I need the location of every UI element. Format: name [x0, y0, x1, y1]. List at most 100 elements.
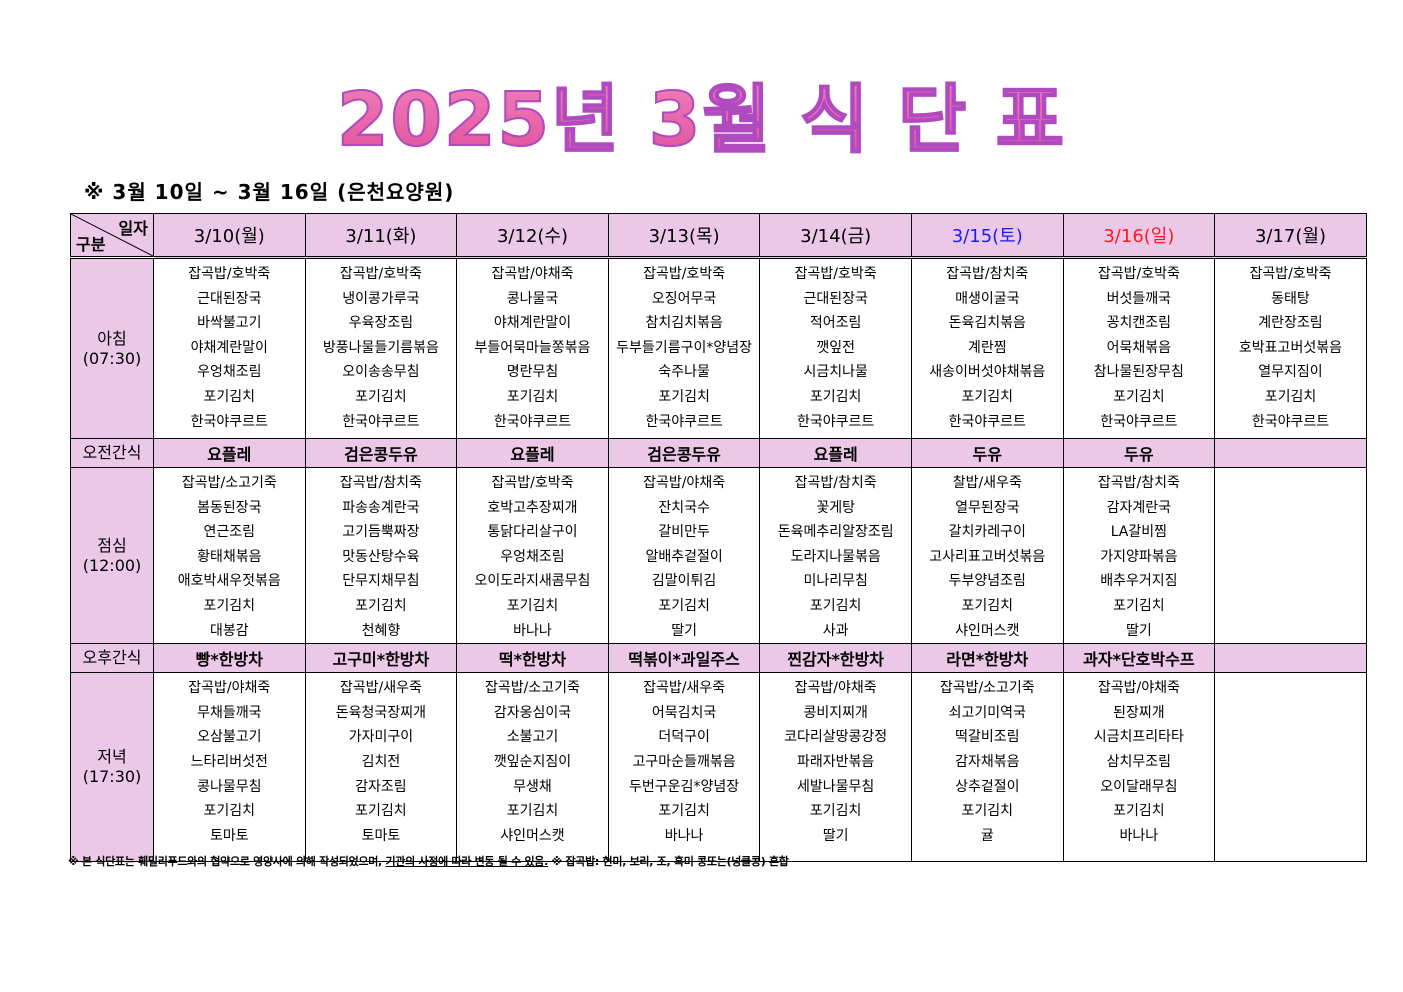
menu-item: 가자미구이 [348, 729, 414, 746]
menu-cell: 잡곡밥/호박죽 근대된장국 바싹불고기 야채계란말이 우엉채조림 포기김치 한국야쿠르트 [153, 257, 306, 439]
menu-item: 우엉채조림 [197, 364, 262, 381]
menu-item: 버섯들깨국 [1106, 290, 1172, 307]
menu-item: 미나리무침 [803, 573, 868, 590]
menu-item: 잡곡밥/호박죽 [794, 266, 877, 282]
corner-date-label: 일자 [118, 219, 148, 238]
menu-item: 황태채볶음 [197, 548, 262, 565]
menu-item: 포기김치 [506, 803, 559, 820]
menu-item: 시금치프리타타 [1093, 729, 1184, 746]
menu-cell: 잡곡밥/참치죽 감자계란국 LA갈비찜 가지양파볶음 배추우거지짐 포기김치 딸기 [1062, 466, 1216, 645]
menu-item: 잡곡밥/야채죽 [643, 475, 726, 491]
menu-cell: 잡곡밥/참치죽 꽃게탕 돈육메추리알장조림 도라지나물볶음 미나리무침 포기김치 사과 [759, 466, 912, 645]
meal-row: 저녁 (17:30) 잡곡밥/야채죽 무채들깨국 오삼불고기 느타리버섯전 콩나물무침 포기김… [70, 672, 1367, 863]
menu-item: 배추우거지짐 [1100, 573, 1178, 590]
menu-item: 두번구운김*양념장 [629, 778, 740, 795]
menu-item: 잡곡밥/새우죽 [339, 680, 422, 697]
date-header-1: 3/11(화) [304, 213, 458, 259]
menu-item: 오이달래무침 [1100, 778, 1178, 795]
menu-item: 상추겉절이 [955, 778, 1020, 795]
meal-name: 점심 [97, 535, 127, 555]
date-header-2: 3/12(수) [456, 213, 609, 259]
menu-item: 새송이버섯야채볶음 [929, 364, 1046, 381]
snack-cell: 빵*한방차 [153, 643, 306, 674]
meal-time: (12:00) [82, 555, 142, 575]
menu-item: 포기김치 [961, 597, 1014, 614]
menu-item: 느타리버섯전 [190, 753, 268, 770]
menu-item: 샤인머스캣 [500, 827, 565, 844]
menu-item: 야채계란말이 [493, 315, 572, 332]
menu-item: 잡곡밥/소고기죽 [485, 680, 580, 697]
menu-item: 세발나물무침 [797, 778, 875, 795]
snack-cell: 두유 [910, 438, 1064, 468]
menu-item: 알배추겉절이 [645, 548, 723, 565]
menu-item: 바싹불고기 [197, 315, 262, 332]
menu-item: 한국야쿠르트 [342, 413, 420, 430]
snack-cell: 떡*한방차 [456, 643, 609, 674]
menu-item: 숙주나물 [658, 364, 710, 381]
menu-item: 포기김치 [1113, 803, 1165, 820]
menu-item: 잡곡밥/호박죽 [1097, 266, 1180, 282]
menu-item: 오삼불고기 [197, 729, 262, 746]
row-label: 저녁 (17:30) [70, 672, 154, 863]
menu-cell: 잡곡밥/호박죽 오징어무국 참치김치볶음 두부들기름구이*양념장 숙주나물 포기김치 한국야… [607, 257, 761, 439]
menu-cell [1214, 672, 1367, 863]
menu-item: 고기듬뿍짜장 [342, 524, 420, 541]
menu-item: 애호박새우젓볶음 [177, 573, 281, 590]
menu-item: 잡곡밥/야채죽 [188, 680, 271, 697]
meal-time: (17:30) [82, 767, 142, 787]
menu-item: 근대된장국 [197, 290, 262, 307]
menu-item: 통닭다리살구이 [487, 524, 578, 541]
menu-item: 두부들기름구이*양념장 [616, 339, 752, 356]
menu-item: 가지양파볶음 [1100, 548, 1178, 565]
menu-item: 감자옹심이국 [493, 704, 572, 721]
menu-cell: 잡곡밥/호박죽 동태탕 계란장조림 호박표고버섯볶음 열무지짐이 포기김치 한국야쿠르트 [1214, 257, 1367, 439]
menu-item: 감자계란국 [1106, 499, 1172, 516]
menu-item: 포기김치 [1264, 388, 1317, 405]
menu-item: 단무지채무침 [342, 573, 420, 590]
menu-item: 김치전 [361, 753, 401, 770]
menu-item: 감자조림 [355, 778, 407, 795]
menu-cell: 잡곡밥/야채죽 무채들깨국 오삼불고기 느타리버섯전 콩나물무침 포기김치 토마토 [153, 672, 306, 863]
menu-item: 삼치무조림 [1106, 753, 1172, 770]
menu-item: 돈육청국장찌개 [335, 704, 426, 721]
page-title: 2025년 3월 식 단 표 [0, 72, 1403, 168]
menu-item: 갈비만두 [658, 524, 710, 541]
date-header-0: 3/10(월) [153, 213, 306, 259]
menu-item: 냉이콩가루국 [342, 290, 420, 307]
menu-item: 연근조림 [203, 524, 256, 541]
menu-item: 토마토 [361, 827, 401, 844]
menu-cell: 잡곡밥/호박죽 버섯들깨국 꽁치캔조림 어묵채볶음 참나물된장무침 포기김치 한국야쿠르트 [1062, 257, 1216, 439]
menu-item: 딸기 [1125, 622, 1152, 639]
menu-item: 부들어묵마늘쫑볶음 [474, 339, 591, 356]
menu-item: 도라지나물볶음 [790, 548, 881, 565]
menu-item: 시금치나물 [803, 364, 868, 381]
date-header-7: 3/17(월) [1214, 213, 1367, 259]
menu-item: 잡곡밥/참치죽 [1097, 475, 1180, 491]
menu-cell: 잡곡밥/호박죽 냉이콩가루국 우육장조림 방풍나물들기름볶음 오이송송무침 포기김치 한국야… [304, 257, 458, 439]
menu-item: 쇠고기미역국 [948, 704, 1026, 721]
menu-cell: 잡곡밥/호박죽 근대된장국 적어조림 깻잎전 시금치나물 포기김치 한국야쿠르트 [759, 257, 912, 439]
menu-item: 포기김치 [658, 388, 710, 405]
date-header-4: 3/14(금) [759, 213, 912, 259]
menu-item: 딸기 [822, 827, 849, 844]
menu-item: 방풍나물들기름볶음 [322, 339, 439, 356]
title-text: 2025년 3월 식 단 표 [336, 76, 1066, 164]
menu-item: 잡곡밥/호박죽 [188, 266, 271, 282]
snack-cell [1214, 438, 1367, 468]
menu-item: 참나물된장무침 [1093, 364, 1184, 381]
menu-item: 깻잎순지짐이 [493, 753, 572, 770]
snack-cell: 과자*단호박수프 [1062, 643, 1216, 674]
menu-item: 소불고기 [506, 729, 559, 746]
corner-category-label: 구분 [76, 235, 106, 254]
footer-note: ※ 본 식단표는 훼밀리푸드와의 협약으로 영양사에 의해 작성되었으며, 기관… [68, 853, 789, 869]
menu-item: 파래자반볶음 [797, 753, 875, 770]
menu-item: 잡곡밥/야채죽 [491, 266, 574, 282]
menu-item: 오이송송무침 [342, 364, 420, 381]
menu-item: 어묵채볶음 [1106, 339, 1172, 356]
menu-item: 바나나 [664, 827, 704, 844]
menu-item: 대봉감 [209, 622, 249, 639]
menu-item: 포기김치 [658, 597, 710, 614]
menu-item: 포기김치 [809, 803, 862, 820]
menu-item: 잡곡밥/야채죽 [1097, 680, 1180, 697]
menu-item: 포기김치 [203, 388, 256, 405]
